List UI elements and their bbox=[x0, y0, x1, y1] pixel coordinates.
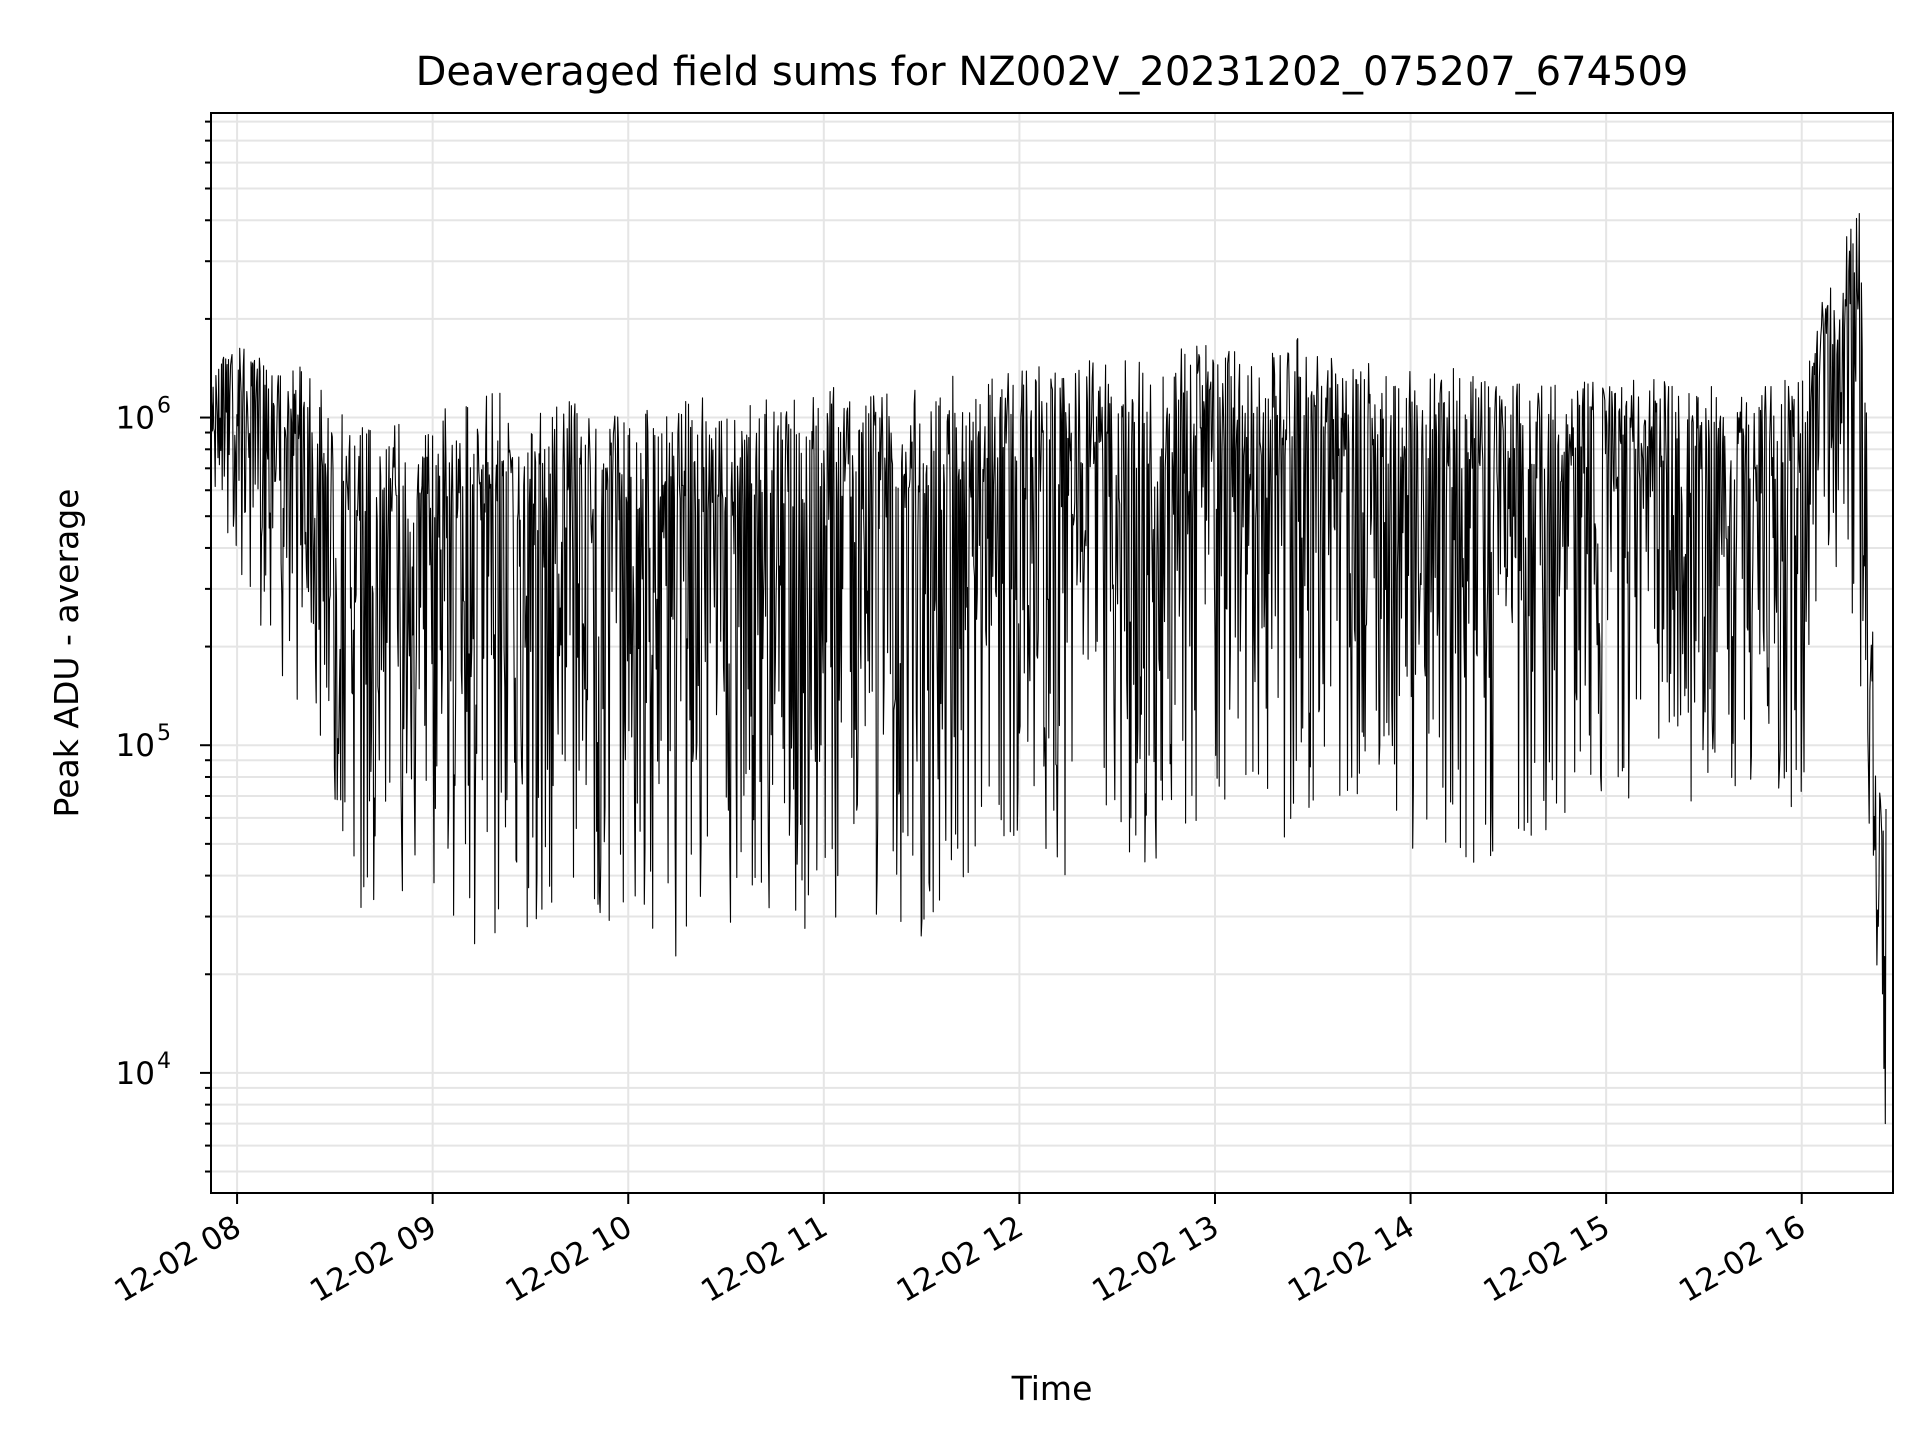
y-tick-label: 10 bbox=[116, 401, 155, 437]
y-tick-exponent: 4 bbox=[157, 1049, 171, 1074]
series-line bbox=[210, 213, 1887, 1125]
y-tick-label: 10 bbox=[116, 1056, 155, 1092]
plot-area bbox=[210, 112, 1894, 1194]
y-tick-label: 10 bbox=[116, 728, 155, 764]
y-tick-exponent: 6 bbox=[157, 394, 171, 419]
series-layer bbox=[210, 213, 1887, 1125]
y-axis-label: Peak ADU - average bbox=[47, 489, 86, 818]
grid-layer bbox=[211, 113, 1893, 1193]
x-axis-label: Time bbox=[1011, 1369, 1093, 1408]
chart-title: Deaveraged field sums for NZ002V_2023120… bbox=[416, 49, 1689, 95]
y-tick-exponent: 5 bbox=[157, 721, 171, 746]
plot-frame bbox=[210, 112, 1894, 1194]
